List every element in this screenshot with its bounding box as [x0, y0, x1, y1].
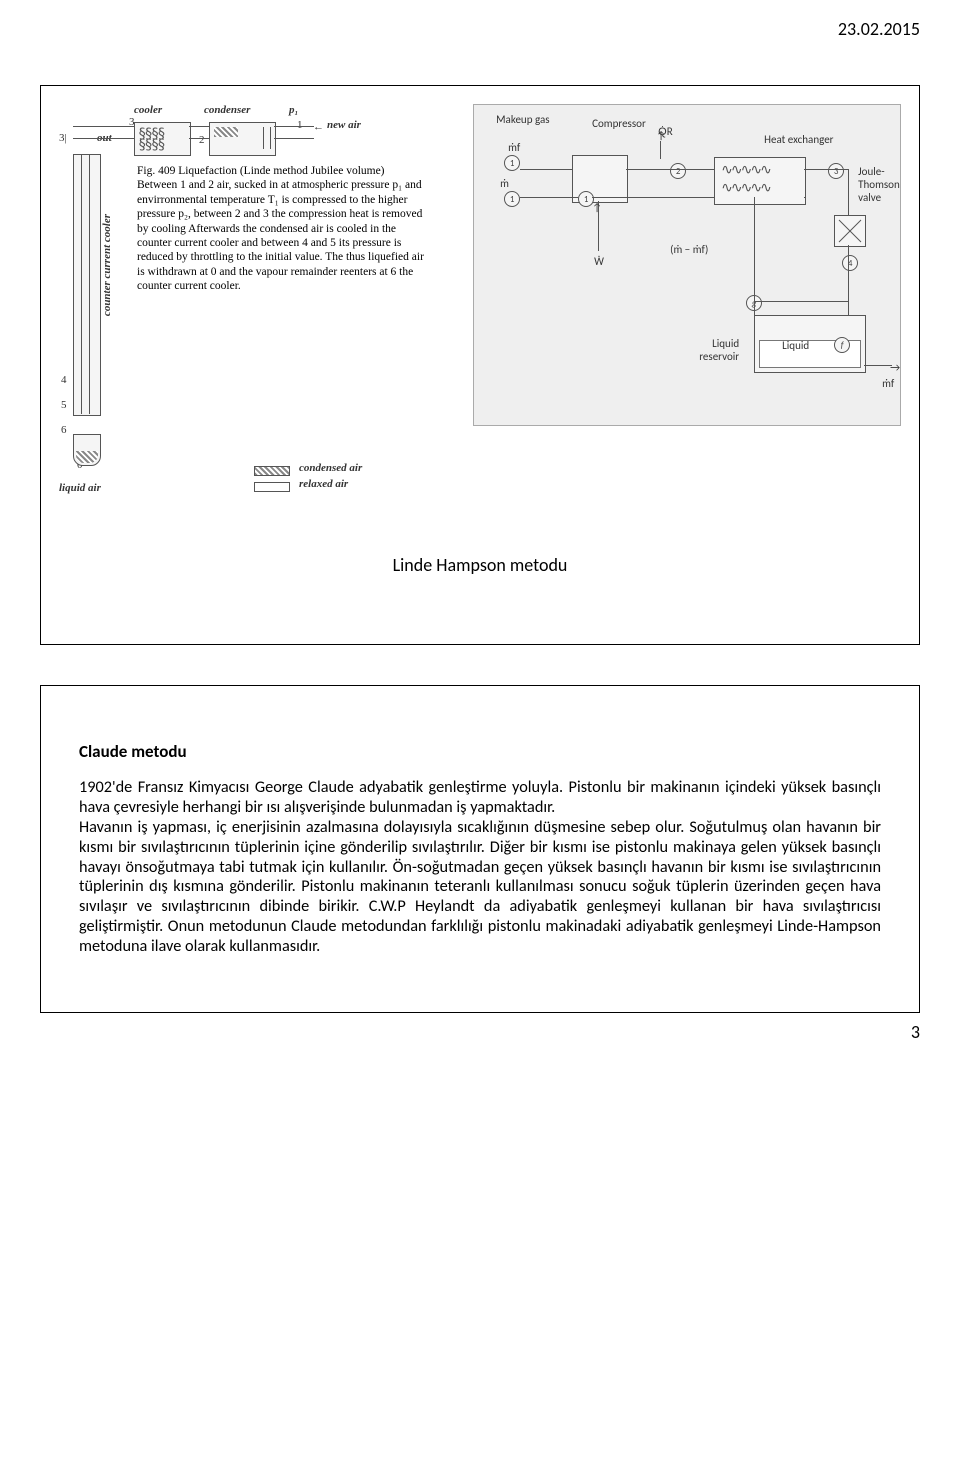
fig409-description: Fig. 409 Liquefaction (Linde method Jubi…	[137, 164, 427, 293]
label-mf2: ṁf	[882, 377, 894, 390]
pipe-icon	[592, 197, 714, 198]
label-condenser: condenser	[204, 104, 250, 116]
pipe-icon	[864, 365, 892, 366]
slide2-title: Claude metodu	[79, 741, 881, 762]
pipe-icon	[520, 197, 578, 198]
line-icon	[660, 141, 661, 159]
arrow-newair-icon: ←	[313, 121, 324, 133]
label-3-left: 3|	[59, 132, 67, 144]
label-cooler: cooler	[134, 104, 162, 116]
arrow-right-icon: →	[890, 361, 900, 374]
arrow-up-icon: ↑	[656, 129, 666, 142]
label-1-top: 1	[297, 119, 303, 131]
pipe-icon	[804, 169, 848, 170]
label-makeup-gas: Makeup gas	[496, 113, 549, 126]
label-6: 6	[61, 424, 67, 436]
label-p1: p₁	[289, 104, 298, 116]
jt-valve-icon	[834, 215, 866, 247]
node-1a-icon: 1	[504, 155, 520, 171]
figure-linde-left: cooler condenser p₁ 3 2 1 new air ← 3| o…	[59, 104, 455, 524]
label-ccc: counter current cooler	[101, 214, 113, 316]
label-2-top: 2	[199, 134, 205, 146]
pipe-icon	[189, 138, 209, 139]
pipe-icon	[520, 169, 572, 170]
label-5: 5	[61, 399, 67, 411]
label-mf: ṁf	[508, 141, 520, 154]
slide1-caption: Linde Hampson metodu	[59, 554, 901, 576]
legend-hatch-icon	[254, 466, 290, 476]
label-w: Ẇ	[594, 255, 604, 268]
label-4: 4	[61, 374, 67, 386]
node-3-icon: 3	[828, 163, 844, 179]
label-relaxed-air: relaxed air	[299, 478, 348, 490]
label-liquid-res: Liquid reservoir	[684, 337, 739, 363]
flask-icon	[73, 434, 101, 466]
legend-empty-icon	[254, 482, 290, 492]
label-liquid-air: liquid air	[59, 482, 101, 494]
header-date: 23.02.2015	[838, 18, 920, 40]
pipe-icon	[754, 301, 848, 302]
pipe-icon	[89, 154, 90, 414]
label-jt: Joule- Thomson valve	[858, 165, 900, 204]
arrow-up-icon: ↑	[592, 201, 602, 214]
ccc-column-icon	[73, 154, 101, 416]
label-mmmf: (ṁ − ṁf)	[670, 243, 708, 256]
pipe-icon	[754, 197, 755, 315]
slide2-body: 1902'de Fransız Kimyacısı George Claude …	[79, 778, 881, 957]
pipe-icon	[73, 138, 134, 139]
pipe-icon	[848, 270, 849, 315]
pipe-icon	[626, 169, 714, 170]
node-4-icon: 4	[842, 255, 858, 271]
slide-linde: cooler condenser p₁ 3 2 1 new air ← 3| o…	[40, 85, 920, 645]
pipe-icon	[189, 126, 209, 127]
pipe-icon	[274, 138, 314, 139]
label-condensed-air: condensed air	[299, 462, 362, 474]
pipe-icon	[274, 126, 314, 127]
label-liquid: Liquid	[782, 339, 809, 352]
page: 23.02.2015 cooler condenser p₁ 3 2 1 new…	[0, 0, 960, 1063]
label-m: ṁ	[500, 177, 509, 190]
label-newair: new air	[327, 119, 361, 131]
diagram-row: cooler condenser p₁ 3 2 1 new air ← 3| o…	[59, 104, 901, 524]
page-number: 3	[911, 1021, 920, 1043]
pipe-icon	[804, 197, 805, 198]
slide-claude: Claude metodu 1902'de Fransız Kimyacısı …	[40, 685, 920, 1013]
cooler-box-icon: §§§§ §§§§	[134, 122, 191, 156]
pipe-icon	[848, 169, 849, 215]
condenser-box-icon	[209, 122, 276, 156]
pipe-icon	[73, 126, 134, 127]
figure-jt-right: Makeup gas ṁf 1 ṁ 1 Compressor Q̇R ↑ 2 1…	[473, 104, 901, 426]
hx-box-icon: ∿∿∿∿∿ ∿∿∿∿∿	[714, 157, 806, 205]
node-2-icon: 2	[670, 163, 686, 179]
node-1b-icon: 1	[504, 191, 520, 207]
label-hx: Heat exchanger	[764, 133, 833, 146]
pipe-icon	[81, 154, 82, 414]
label-compressor: Compressor	[592, 117, 646, 130]
